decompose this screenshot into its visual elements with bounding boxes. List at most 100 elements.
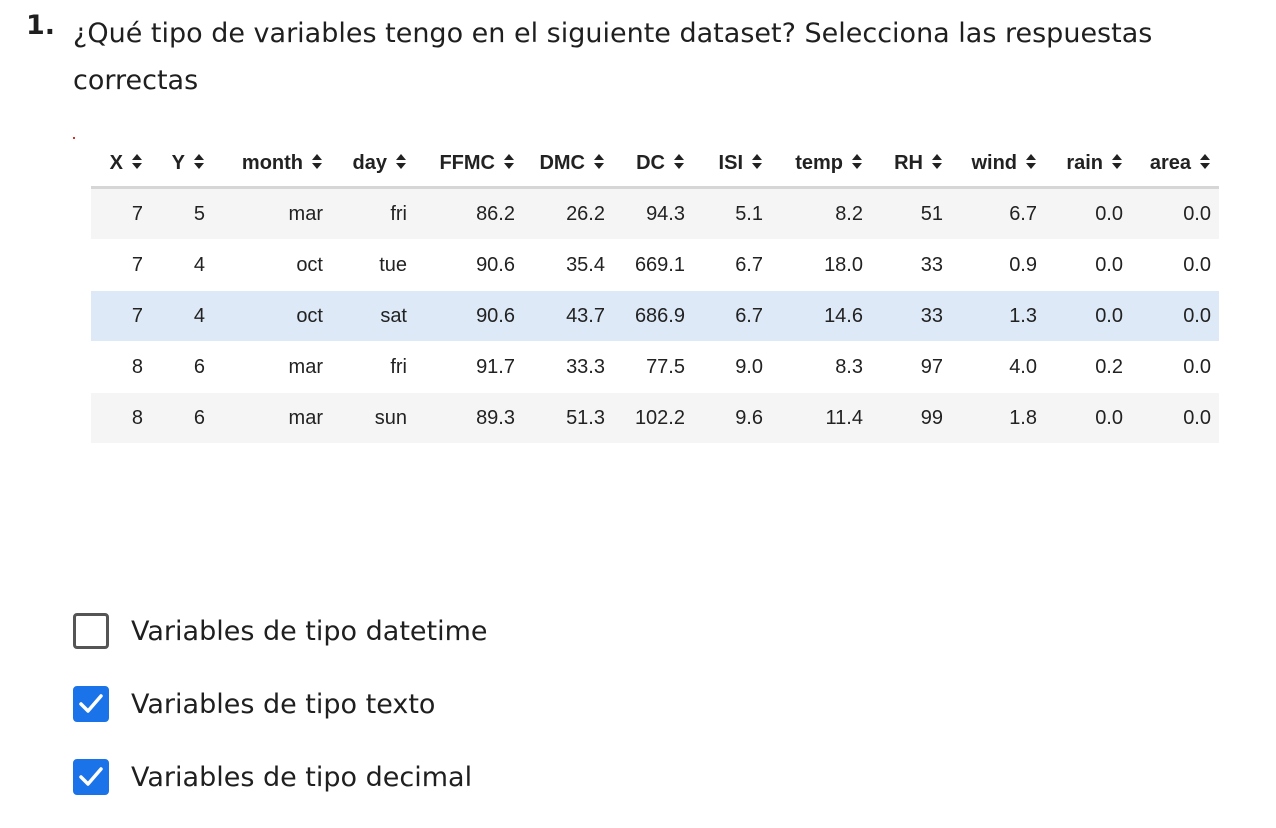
sort-arrows-icon [131, 153, 143, 170]
column-header[interactable]: day [331, 140, 415, 189]
table-cell: 0.0 [1131, 341, 1219, 393]
checkmark-icon [79, 694, 103, 713]
table-cell: 90.6 [415, 239, 523, 291]
table-cell: 102.2 [613, 392, 693, 444]
table-cell: 669.1 [613, 239, 693, 291]
column-header[interactable]: X [91, 140, 151, 189]
option-datetime[interactable]: Variables de tipo datetime [73, 610, 673, 650]
column-header[interactable]: ISI [693, 140, 771, 189]
question-text: ¿Qué tipo de variables tengo en el sigui… [73, 18, 1153, 96]
table-cell: 6 [151, 341, 213, 393]
table-cell: 7 [91, 290, 151, 342]
table-cell: 8 [91, 341, 151, 393]
sort-arrows-icon [1111, 153, 1123, 170]
option-label: Variables de tipo datetime [131, 616, 488, 647]
option-decimal[interactable]: Variables de tipo decimal [73, 756, 673, 796]
sort-arrows-icon [931, 153, 943, 170]
table-cell: 8 [91, 392, 151, 444]
column-header[interactable]: Y [151, 140, 213, 189]
table-cell: 0.0 [1045, 239, 1131, 291]
table-header-row: X Y month day FFMC DMC DC ISI temp RH wi… [91, 140, 1219, 189]
table-cell: fri [331, 187, 415, 240]
table-cell: 90.6 [415, 290, 523, 342]
table-cell: 51.3 [523, 392, 613, 444]
sort-arrows-icon [1025, 153, 1037, 170]
column-header[interactable]: wind [951, 140, 1045, 189]
table-cell: 86.2 [415, 187, 523, 240]
table-cell: 0.0 [1131, 187, 1219, 240]
table-cell: 5 [151, 187, 213, 240]
checkmark-icon [79, 767, 103, 786]
checkbox-checked[interactable] [73, 686, 109, 722]
checkbox-checked[interactable] [73, 759, 109, 795]
table-cell: 1.8 [951, 392, 1045, 444]
column-header[interactable]: RH [871, 140, 951, 189]
column-header[interactable]: FFMC [415, 140, 523, 189]
option-label: Variables de tipo decimal [131, 762, 473, 793]
table-cell: 7 [91, 239, 151, 291]
table-cell: 0.0 [1131, 290, 1219, 342]
table-cell: 1.3 [951, 290, 1045, 342]
sort-arrows-icon [751, 153, 763, 170]
table-cell: 97 [871, 341, 951, 393]
column-header[interactable]: DC [613, 140, 693, 189]
table-cell: mar [213, 341, 331, 393]
table-cell: 4.0 [951, 341, 1045, 393]
table-cell: 6 [151, 392, 213, 444]
table-cell: 9.6 [693, 392, 771, 444]
table-cell: oct [213, 239, 331, 291]
table-cell: mar [213, 187, 331, 240]
table-cell: mar [213, 392, 331, 444]
table-cell: 35.4 [523, 239, 613, 291]
table-cell: 77.5 [613, 341, 693, 393]
table-cell: 14.6 [771, 290, 871, 342]
table-cell: 6.7 [693, 290, 771, 342]
table-cell: 686.9 [613, 290, 693, 342]
table-cell: 0.2 [1045, 341, 1131, 393]
table-cell: 6.7 [693, 239, 771, 291]
question-number: 1. [26, 10, 56, 41]
table-cell: 0.0 [1045, 290, 1131, 342]
column-header[interactable]: area [1131, 140, 1219, 189]
table-cell: 0.0 [1045, 187, 1131, 240]
column-header[interactable]: month [213, 140, 331, 189]
table-cell: sat [331, 290, 415, 342]
table-cell: 9.0 [693, 341, 771, 393]
table-cell: 99 [871, 392, 951, 444]
table-cell: sun [331, 392, 415, 444]
option-texto[interactable]: Variables de tipo texto [73, 683, 673, 723]
table-cell: 26.2 [523, 187, 613, 240]
column-header[interactable]: rain [1045, 140, 1131, 189]
table-cell: 8.2 [771, 187, 871, 240]
sort-arrows-icon [851, 153, 863, 170]
table-cell: tue [331, 239, 415, 291]
sort-arrows-icon [503, 153, 515, 170]
column-header[interactable]: temp [771, 140, 871, 189]
table-cell: 4 [151, 239, 213, 291]
table-row-highlighted: 7 4 oct sat 90.6 43.7 686.9 6.7 14.6 33 … [91, 290, 1219, 342]
dataset-table-image: X Y month day FFMC DMC DC ISI temp RH wi… [91, 140, 1219, 444]
table-cell: 5.1 [693, 187, 771, 240]
table-row: 7 5 mar fri 86.2 26.2 94.3 5.1 8.2 51 6.… [91, 187, 1219, 240]
sort-arrows-icon [193, 153, 205, 170]
table-cell: 6.7 [951, 187, 1045, 240]
table-cell: 11.4 [771, 392, 871, 444]
option-label: Variables de tipo texto [131, 689, 436, 720]
column-header[interactable]: DMC [523, 140, 613, 189]
table-cell: 89.3 [415, 392, 523, 444]
table-cell: 8.3 [771, 341, 871, 393]
table-cell: 33 [871, 290, 951, 342]
sort-arrows-icon [1199, 153, 1211, 170]
table-cell: 0.0 [1045, 392, 1131, 444]
marker-dot [73, 137, 75, 139]
checkbox-unchecked[interactable] [73, 613, 109, 649]
table-cell: 0.9 [951, 239, 1045, 291]
table-cell: 4 [151, 290, 213, 342]
sort-arrows-icon [311, 153, 323, 170]
table-cell: 43.7 [523, 290, 613, 342]
table-cell: 91.7 [415, 341, 523, 393]
table-row: 8 6 mar fri 91.7 33.3 77.5 9.0 8.3 97 4.… [91, 341, 1219, 393]
table-cell: 0.0 [1131, 392, 1219, 444]
table-cell: 33.3 [523, 341, 613, 393]
sort-arrows-icon [395, 153, 407, 170]
